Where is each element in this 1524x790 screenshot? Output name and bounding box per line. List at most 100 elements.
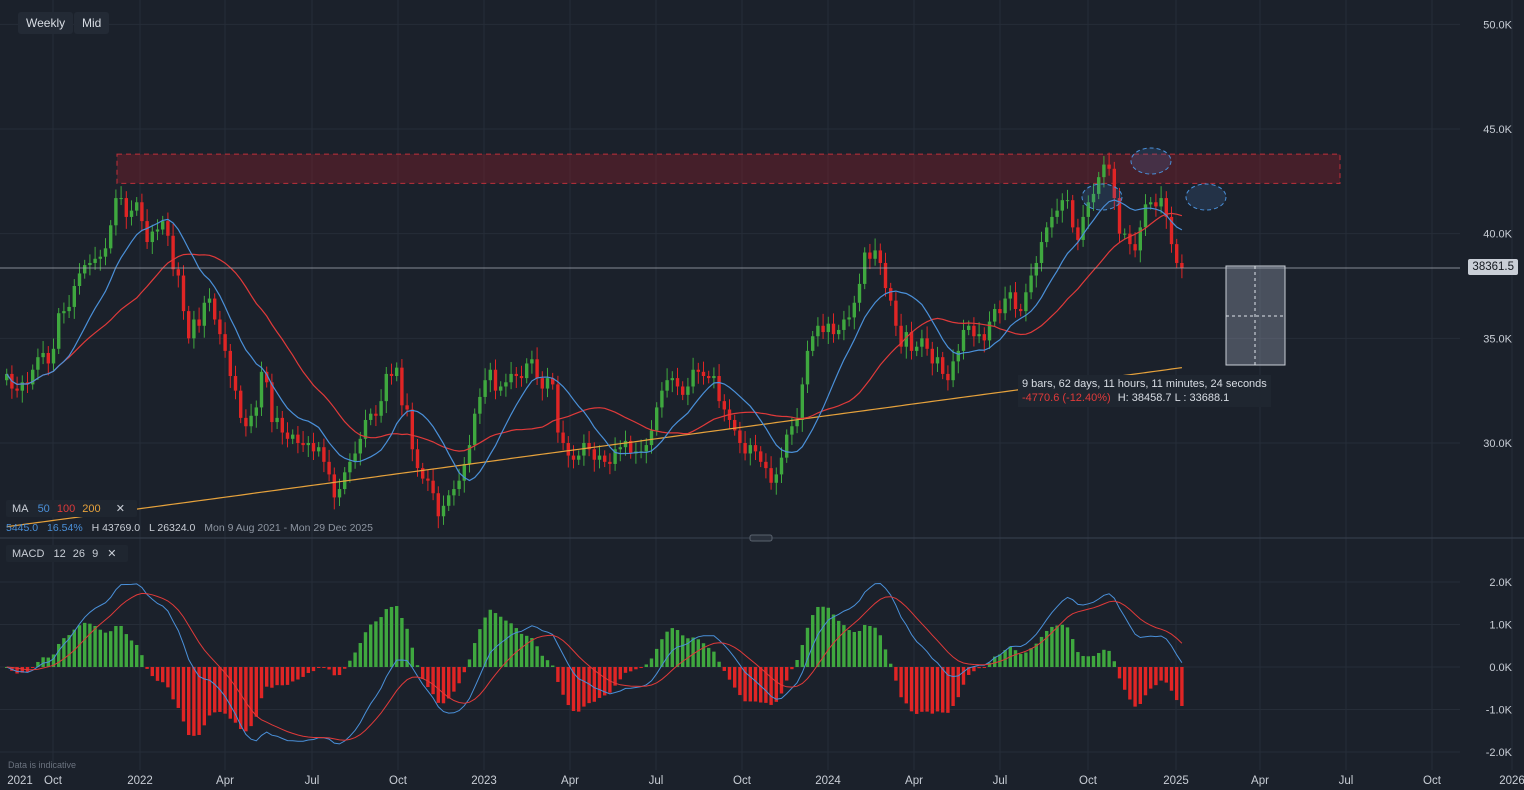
macd-histogram-bar: [1055, 625, 1059, 667]
macd-histogram-bar: [993, 656, 997, 667]
macd-histogram-bar: [88, 623, 92, 667]
macd-histogram-bar: [103, 632, 108, 667]
macd-histogram-bar: [1003, 650, 1007, 667]
candle: [322, 447, 326, 462]
macd-histogram-bar: [119, 625, 123, 667]
macd-histogram-bar: [135, 644, 139, 667]
macd-histogram-bar: [467, 659, 472, 667]
macd-histogram-bar: [374, 621, 378, 667]
candle: [1149, 202, 1153, 205]
interval-button[interactable]: Weekly: [18, 12, 74, 34]
stats-high: H 43769.0: [91, 522, 141, 534]
macd-histogram-bar: [109, 631, 113, 667]
candle: [1039, 242, 1044, 263]
candle: [1024, 292, 1028, 312]
candle: [878, 250, 882, 263]
candle: [852, 302, 856, 318]
candle: [592, 449, 596, 460]
macd-histogram-bar: [1133, 667, 1137, 707]
macd-close-icon[interactable]: ✕: [107, 548, 117, 560]
macd-histogram-bar: [769, 667, 773, 705]
macd-histogram-bar: [488, 609, 492, 667]
macd-histogram-bar: [447, 667, 451, 699]
candle: [535, 359, 539, 379]
candle: [894, 300, 898, 326]
macd-legend[interactable]: MACD 12 26 9 ✕: [6, 545, 129, 562]
candle: [722, 401, 726, 410]
macd-histogram-bar: [275, 667, 279, 686]
macd-histogram-bar: [405, 628, 409, 667]
candle: [509, 373, 513, 383]
macd-histogram-bar: [384, 609, 388, 667]
macd-histogram-bar: [1112, 661, 1116, 667]
macd-histogram-bar: [441, 667, 446, 704]
macd-histogram-bar: [1180, 667, 1184, 706]
candle: [519, 376, 524, 379]
macd-histogram-bar: [20, 667, 24, 673]
macd-histogram-bar: [795, 659, 799, 667]
macd-histogram-bar: [904, 667, 908, 704]
macd-histogram-bar: [306, 667, 310, 673]
candle: [275, 417, 279, 423]
candle: [145, 221, 149, 243]
candle: [603, 455, 607, 462]
candle: [244, 417, 248, 427]
candle: [597, 455, 602, 460]
candle: [499, 386, 503, 391]
candle: [135, 202, 139, 211]
macd-histogram-bar: [660, 639, 664, 667]
ma-close-icon[interactable]: ✕: [115, 503, 125, 515]
candle: [779, 457, 784, 475]
candle: [982, 334, 986, 341]
macd-histogram-bar: [696, 639, 700, 667]
macd-histogram-bar: [348, 660, 352, 667]
candle: [883, 262, 888, 289]
macd-histogram-bar: [426, 667, 430, 688]
candle: [83, 265, 87, 274]
macd-histogram-bar: [478, 629, 482, 667]
macd-histogram-bar: [1169, 667, 1174, 691]
candle: [821, 325, 825, 333]
macd-histogram-bar: [31, 667, 35, 669]
x-axis-label: Jul: [649, 775, 664, 787]
macd-histogram-bar: [852, 631, 856, 667]
macd-label: MACD: [12, 548, 45, 560]
macd-histogram-bar: [249, 667, 253, 727]
candle: [629, 440, 633, 454]
macd-histogram-bar: [213, 667, 217, 713]
candle: [395, 367, 399, 377]
candle: [977, 334, 981, 337]
macd-histogram-bar: [982, 667, 986, 668]
macd-axis-label: 0.0K: [1489, 662, 1512, 674]
macd-histogram-bar: [857, 630, 862, 667]
candle: [925, 338, 929, 349]
macd-histogram-bar: [816, 606, 820, 667]
candle: [837, 329, 841, 335]
x-axis-label: Oct: [733, 775, 752, 787]
macd-histogram-bar: [935, 667, 940, 712]
x-axis-label: Oct: [1423, 775, 1442, 787]
macd-histogram-bar: [956, 667, 960, 698]
price-type-button[interactable]: Mid: [74, 12, 110, 34]
candle: [473, 413, 477, 446]
candle: [254, 407, 258, 416]
candle: [909, 332, 914, 351]
candle: [857, 283, 862, 303]
candle: [124, 198, 128, 217]
candle: [218, 319, 222, 335]
macd-histogram-bar: [150, 667, 154, 677]
candle: [941, 357, 945, 374]
macd-histogram-bar: [473, 643, 477, 667]
disclaimer: Data is indicative: [8, 760, 77, 770]
macd-histogram-bar: [670, 628, 674, 667]
candle: [530, 359, 534, 364]
ma-legend[interactable]: MA 50 100 200 ✕: [6, 500, 137, 517]
candle: [88, 262, 92, 266]
macd-histogram-bar: [967, 667, 971, 675]
x-axis-label: Apr: [561, 775, 579, 787]
macd-axis-label: -1.0K: [1486, 705, 1513, 717]
candle: [525, 363, 529, 379]
macd-histogram-bar: [847, 630, 851, 667]
candle: [691, 369, 695, 387]
